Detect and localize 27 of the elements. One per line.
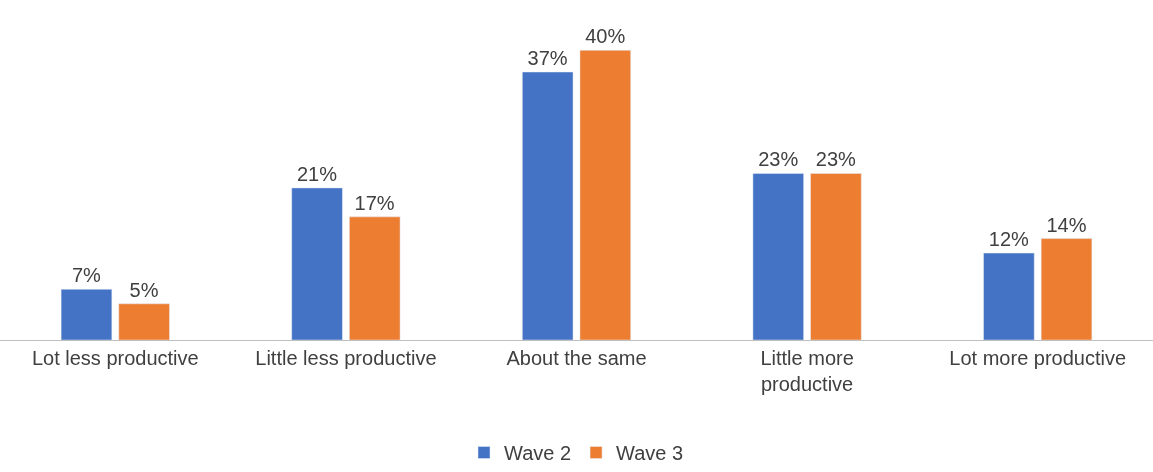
- bar: [983, 252, 1035, 340]
- data-label: 5%: [129, 278, 159, 301]
- data-label: 7%: [71, 264, 102, 287]
- data-label: 14%: [1046, 213, 1087, 236]
- bar: [349, 216, 401, 340]
- bar: [752, 173, 804, 340]
- bar: [579, 50, 631, 340]
- bar: [118, 303, 170, 340]
- x-tick-label: Lot less productive: [31, 347, 199, 369]
- legend-label: Wave 2: [504, 442, 572, 465]
- data-label: 23%: [758, 148, 799, 171]
- x-tick-label: Little less productive: [255, 347, 437, 369]
- data-label: 37%: [527, 47, 568, 70]
- bar: [60, 289, 113, 340]
- data-label: 17%: [354, 191, 395, 214]
- x-tick-label: Little more productive: [760, 347, 854, 395]
- data-label: 12%: [988, 228, 1029, 251]
- bar: [1040, 238, 1093, 340]
- data-label: 40%: [585, 25, 626, 48]
- bar: [522, 71, 574, 340]
- x-tick-label: Lot more productive: [949, 347, 1127, 369]
- x-tick-label: About the same: [506, 347, 647, 369]
- legend-label: Wave 3: [616, 442, 684, 465]
- bar: [291, 187, 343, 340]
- data-label: 21%: [296, 162, 338, 185]
- bar: [810, 173, 862, 340]
- data-label: 23%: [815, 148, 857, 171]
